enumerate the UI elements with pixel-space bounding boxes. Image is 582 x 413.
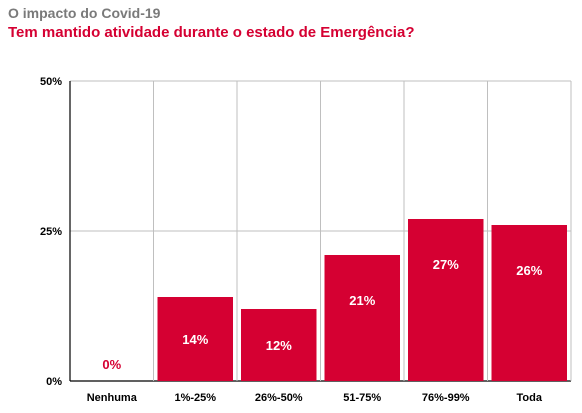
x-tick-label: Toda: [517, 392, 543, 404]
data-label: 26%: [516, 263, 542, 278]
bar: [408, 219, 484, 381]
bar: [241, 309, 317, 381]
y-tick-label: 25%: [40, 226, 62, 238]
bar: [157, 297, 233, 381]
data-label: 27%: [433, 257, 459, 272]
data-label: 0%: [102, 357, 121, 372]
x-tick-label: Nenhuma: [87, 392, 138, 404]
y-tick-label: 0%: [46, 376, 62, 388]
bar: [491, 225, 567, 381]
x-tick-label: 1%-25%: [174, 392, 216, 404]
chart-subtitle: Tem mantido atividade durante o estado d…: [8, 24, 415, 41]
y-tick-label: 50%: [40, 76, 62, 88]
bar: [324, 255, 400, 381]
x-tick-label: 26%-50%: [255, 392, 303, 404]
data-label: 12%: [266, 338, 292, 353]
chart-title: O impacto do Covid-19: [8, 5, 161, 21]
data-label: 14%: [182, 332, 208, 347]
x-tick-label: 51-75%: [343, 392, 381, 404]
data-label: 21%: [349, 293, 375, 308]
x-tick-label: 76%-99%: [422, 392, 470, 404]
